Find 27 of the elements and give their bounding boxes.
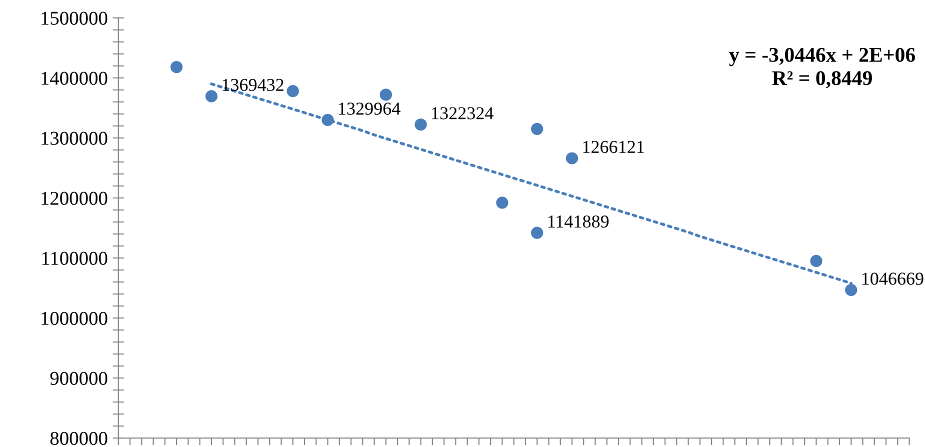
y-tick-label: 1200000 — [42, 192, 108, 205]
data-label: 1266121 — [583, 140, 644, 154]
point — [566, 152, 578, 164]
data-label: 1046669 — [862, 272, 924, 285]
data-label: 1329964 — [339, 102, 400, 115]
y-tick-label: 1000000 — [42, 312, 108, 325]
point — [531, 226, 544, 239]
point — [496, 196, 508, 209]
data-label: 1369432 — [222, 78, 284, 92]
point — [170, 61, 183, 74]
point — [810, 254, 822, 268]
point — [531, 122, 544, 135]
y-tick-label: 1500000 — [42, 12, 108, 25]
data-label: 1322324 — [432, 107, 494, 120]
point — [322, 114, 334, 126]
point — [845, 284, 858, 296]
point — [286, 85, 299, 98]
y-tick-label: 1100000 — [42, 252, 108, 265]
y-tick-label: 1400000 — [42, 72, 108, 85]
annotation: y = -3,0446x + 2E+06 R² = 0,8449 — [729, 48, 915, 88]
y-tick-label: 900000 — [50, 372, 108, 385]
point — [380, 88, 392, 101]
point — [205, 90, 218, 102]
y-tick-label: 800000 — [50, 432, 108, 445]
point — [414, 118, 427, 131]
y-tick-label: 1300000 — [42, 132, 108, 145]
data-label: 1141889 — [548, 215, 609, 228]
